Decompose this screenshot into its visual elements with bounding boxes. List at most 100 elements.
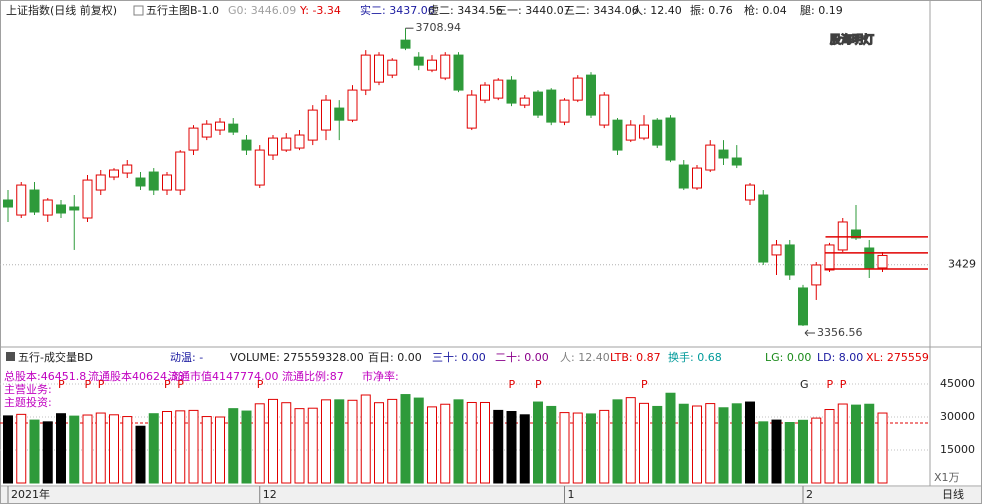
volume-header-item: XL: 275559 — [866, 351, 929, 364]
stock-info: 主题投资: — [4, 395, 52, 409]
candle-body — [546, 89, 557, 123]
y-tick-label: 3429 — [948, 258, 976, 271]
volume-bar — [506, 411, 517, 484]
candle-body — [3, 199, 13, 208]
candle-body — [678, 164, 689, 189]
candle-body — [798, 287, 808, 326]
candle-body — [559, 99, 570, 123]
candle-body — [639, 124, 649, 139]
volume-bar — [254, 403, 265, 484]
volume-header-item: LTB: 0.87 — [610, 351, 661, 364]
candle-body — [254, 149, 265, 186]
volume-bar — [453, 399, 464, 484]
candle-body — [427, 59, 437, 71]
volume-bar — [347, 399, 358, 484]
volume-bar — [294, 408, 305, 484]
signal-label: P — [535, 378, 542, 391]
volume-header-item: LG: 0.00 — [765, 351, 811, 364]
volume-bar — [678, 403, 689, 484]
volume-bar — [586, 413, 596, 484]
volume-bar — [387, 398, 398, 484]
header-item: 腿: 0.19 — [800, 4, 843, 17]
candle-body — [281, 137, 292, 151]
x-tick-label: 2021年 — [11, 487, 50, 501]
volume-bar — [3, 415, 13, 484]
header-item: 振: 0.76 — [690, 3, 733, 17]
volume-bar — [241, 410, 252, 484]
candle-body — [69, 206, 80, 211]
candle-body — [387, 59, 398, 76]
signal-label: P — [177, 378, 184, 391]
x-tick-label: 12 — [263, 488, 277, 501]
candle-body — [784, 244, 795, 276]
candle-body — [731, 157, 742, 166]
volume-bar — [639, 402, 649, 484]
volume-bar — [771, 419, 782, 484]
candle-body — [572, 77, 583, 101]
candle-body — [175, 151, 186, 191]
volume-bar — [148, 413, 159, 484]
volume-bar — [307, 407, 318, 484]
volume-bar — [334, 399, 345, 484]
candle-body — [625, 124, 636, 141]
low-label: 3356.56 — [817, 326, 863, 339]
stock-info: 主营业务: — [4, 382, 52, 396]
chart-title: 上证指数(日线 前复权) — [6, 3, 117, 17]
candle-body — [374, 54, 384, 83]
volume-bar — [215, 416, 225, 484]
stock-info: 流通市值4147774.00 — [168, 369, 278, 383]
candle-body — [162, 174, 172, 191]
candle-body — [413, 56, 424, 66]
date-axis-bar — [1, 487, 981, 503]
volume-bar — [201, 416, 212, 484]
signal-label: P — [164, 378, 171, 391]
volume-bar — [109, 414, 119, 484]
indicator-name: 五行主图B-1.0 — [146, 4, 219, 17]
candle-body — [519, 97, 530, 106]
header-item: 三二: 3434.06 — [564, 4, 639, 17]
stock-info: 总股本:46451.8 — [4, 369, 86, 383]
candle-body — [506, 79, 517, 104]
volume-bar — [29, 419, 40, 484]
candle-body — [82, 179, 93, 219]
volume-bar — [731, 403, 742, 484]
volume-bar — [69, 415, 80, 484]
volume-bar — [16, 413, 27, 484]
volume-bar — [705, 403, 716, 484]
candle-body — [453, 54, 464, 91]
candle-body — [837, 221, 848, 251]
volume-bar — [56, 413, 66, 484]
volume-bar — [519, 414, 530, 484]
candle-body — [705, 144, 716, 171]
candle-body — [480, 84, 490, 101]
header-item: 人: 12.40 — [632, 4, 682, 17]
stock-info: 市净率: — [362, 369, 399, 383]
indicator-icon — [133, 5, 144, 16]
header-item: 枪: 0.04 — [744, 3, 787, 17]
candle-body — [533, 91, 543, 116]
header-item: Y: -3.34 — [299, 4, 341, 17]
signal-label: P — [509, 378, 516, 391]
candle-body — [824, 244, 835, 271]
candle-body — [599, 94, 610, 126]
volume-header-item: 动温: - — [170, 351, 203, 364]
candle-body — [268, 137, 278, 156]
volume-bar — [533, 401, 543, 484]
period-label: 日线 — [942, 487, 964, 501]
candle-body — [56, 204, 66, 214]
volume-bar — [427, 406, 437, 484]
candle-body — [360, 54, 371, 91]
signal-label: P — [840, 378, 847, 391]
candle-body — [745, 184, 755, 201]
volume-bar — [321, 399, 331, 484]
volume-bar — [546, 405, 557, 484]
volume-bar — [122, 416, 133, 484]
candle-body — [321, 99, 331, 131]
candle-body — [188, 127, 199, 151]
volume-bar — [400, 394, 411, 484]
candle-body — [466, 94, 477, 129]
volume-bar — [599, 409, 610, 484]
candle-body — [228, 123, 239, 133]
volume-bar — [612, 399, 623, 484]
y-tick-label: 15000 — [940, 443, 975, 456]
